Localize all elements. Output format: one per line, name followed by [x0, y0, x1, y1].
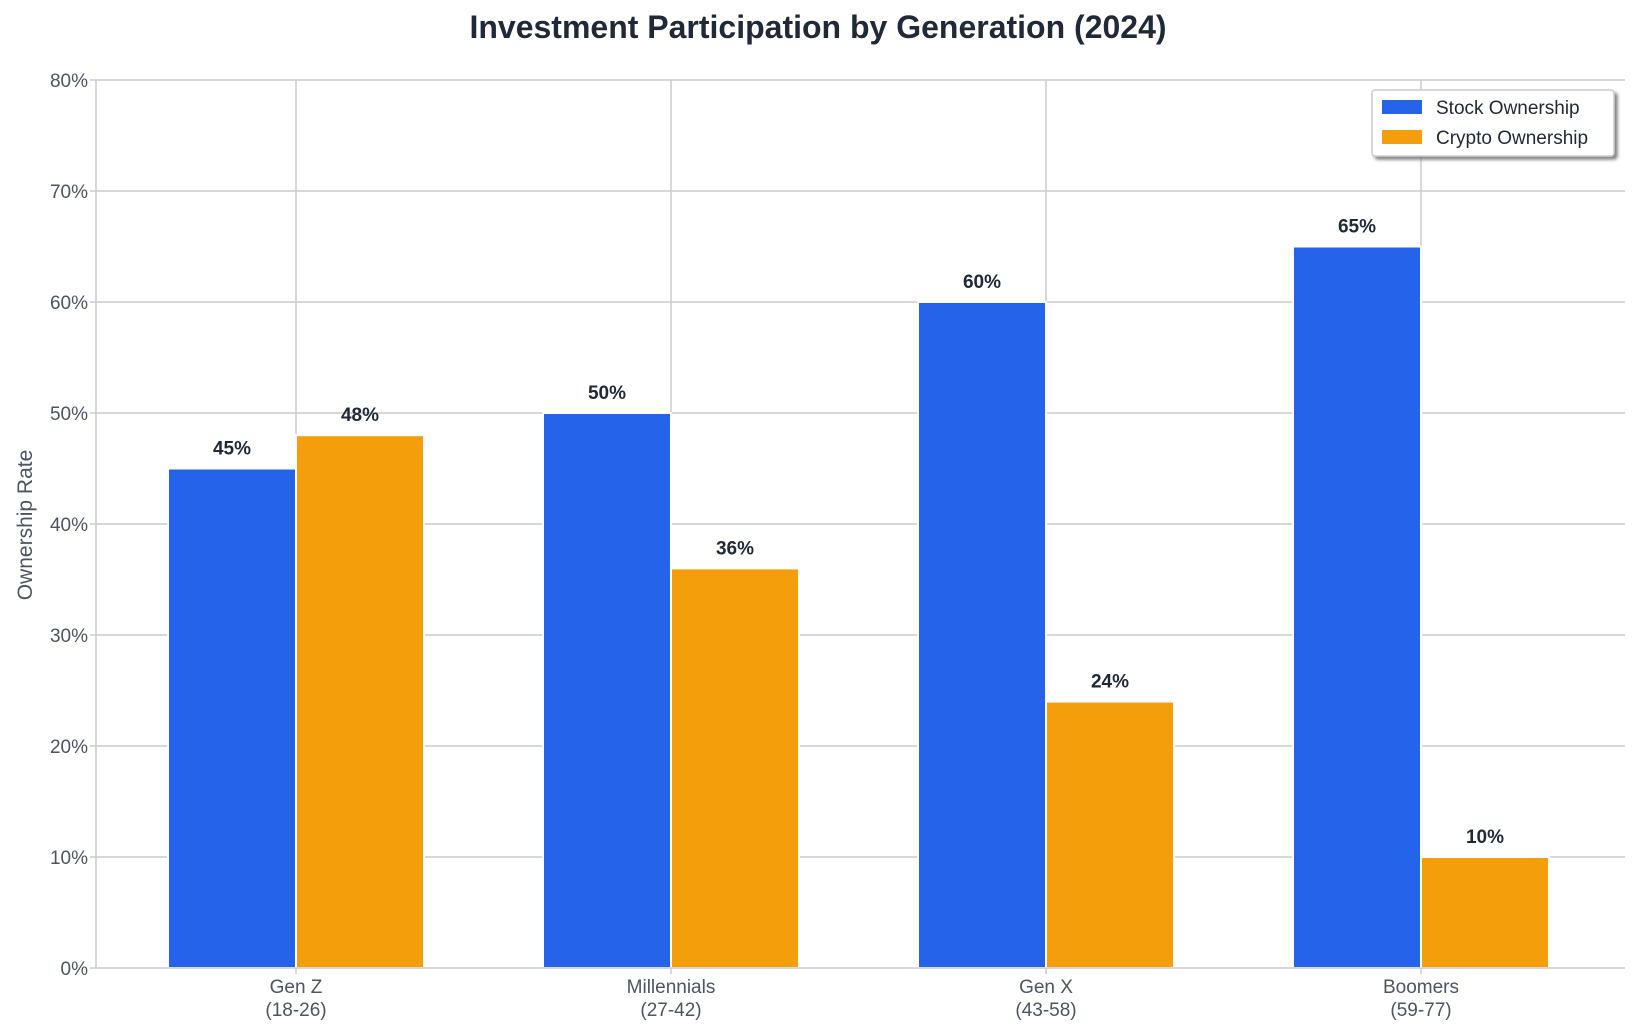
x-tick-label-range: (27-42): [640, 1000, 701, 1021]
bar-crypto-3[interactable]: [1420, 856, 1550, 969]
x-tick-label-range: (59-77): [1390, 1000, 1451, 1021]
legend-label-crypto: Crypto Ownership: [1436, 128, 1588, 149]
chart-title: Investment Participation by Generation (…: [469, 9, 1166, 45]
bar-stock-2[interactable]: [917, 301, 1047, 969]
y-tick-label: 30%: [50, 626, 88, 647]
bars-group: [167, 245, 1550, 970]
x-tick-label-range: (18-26): [265, 1000, 326, 1021]
bar-stock-1[interactable]: [542, 412, 672, 969]
y-tick-label: 80%: [50, 71, 88, 92]
legend-swatch-crypto: [1382, 130, 1422, 144]
y-axis-label: Ownership Rate: [14, 450, 37, 601]
bar-stock-3[interactable]: [1292, 245, 1422, 969]
x-tick-label-name: Gen X: [1019, 977, 1073, 998]
x-tick-label-range: (43-58): [1015, 1000, 1076, 1021]
legend[interactable]: Stock Ownership Crypto Ownership: [1371, 89, 1615, 157]
axes: 0% 10% 20% 30% 40% 50% 60% 70% 80% Gen Z(18-26) Mi…: [50, 71, 1625, 1021]
bar-value-label: 60%: [963, 272, 1001, 293]
bar-stock-0[interactable]: [167, 467, 297, 969]
bar-crypto-1[interactable]: [670, 567, 800, 970]
bar-crypto-2[interactable]: [1045, 700, 1175, 969]
y-tick-label: 0%: [61, 959, 89, 980]
value-labels-group: 45% 50% 60% 65% 48% 36% 24% 10%: [213, 217, 1504, 849]
y-tick-label: 70%: [50, 182, 88, 203]
y-tick-label: 10%: [50, 848, 88, 869]
legend-box: [1371, 89, 1615, 157]
x-tick-label-name: Boomers: [1383, 977, 1459, 998]
bar-value-label: 65%: [1338, 217, 1376, 238]
bar-value-label: 50%: [588, 383, 626, 404]
x-tick-label-name: Gen Z: [270, 977, 323, 998]
legend-label-stock: Stock Ownership: [1436, 98, 1580, 119]
bar-value-label: 36%: [716, 538, 754, 559]
y-tick-label: 20%: [50, 737, 88, 758]
bar-value-label: 48%: [341, 405, 379, 426]
x-tick-label-name: Millennials: [627, 977, 716, 998]
bar-value-label: 24%: [1091, 672, 1129, 693]
y-tick-label: 60%: [50, 293, 88, 314]
bar-value-label: 10%: [1466, 827, 1504, 848]
y-tick-label: 50%: [50, 404, 88, 425]
bar-crypto-0[interactable]: [295, 434, 425, 969]
legend-swatch-stock: [1382, 100, 1422, 114]
bar-value-label: 45%: [213, 439, 251, 460]
y-tick-label: 40%: [50, 515, 88, 536]
